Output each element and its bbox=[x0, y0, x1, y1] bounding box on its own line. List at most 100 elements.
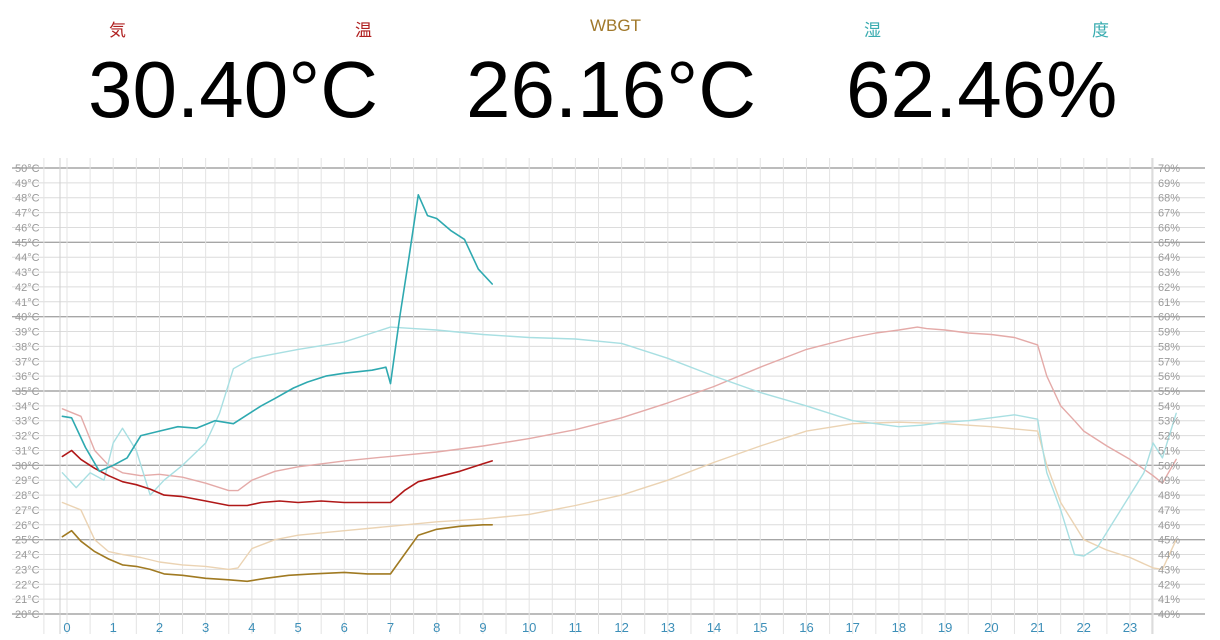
right-tick-label: 43% bbox=[1158, 564, 1180, 576]
left-tick-label: 43°C bbox=[15, 267, 40, 279]
hour-tick-label: 6 bbox=[341, 620, 348, 635]
right-axis: 40% 41% 42% 43% 44% 45% 46% 47% 48% 49% 50% 51% 52% 5… bbox=[1158, 163, 1180, 621]
left-tick-label: 23°C bbox=[15, 564, 40, 576]
humidity-value: 62.46% bbox=[846, 45, 1118, 134]
hour-tick-label: 12 bbox=[614, 620, 628, 635]
series-line-hum-yesterday bbox=[61, 326, 1177, 557]
left-tick-label: 40°C bbox=[15, 312, 40, 324]
hour-tick-label: 1 bbox=[110, 620, 117, 635]
chart-grid bbox=[12, 158, 1205, 634]
right-tick-label: 53% bbox=[1158, 416, 1180, 428]
hour-tick-label: 22 bbox=[1077, 620, 1091, 635]
right-tick-label: 51% bbox=[1158, 445, 1180, 457]
right-tick-label: 55% bbox=[1158, 386, 1180, 398]
wbgt-value: 26.16°C bbox=[466, 45, 756, 134]
left-tick-label: 26°C bbox=[15, 520, 40, 532]
left-tick-label: 36°C bbox=[15, 371, 40, 383]
right-tick-label: 57% bbox=[1158, 356, 1180, 368]
hour-tick-label: 10 bbox=[522, 620, 536, 635]
left-tick-label: 21°C bbox=[15, 594, 40, 606]
right-tick-label: 40% bbox=[1158, 609, 1180, 621]
right-tick-label: 46% bbox=[1158, 520, 1180, 532]
hour-tick-label: 3 bbox=[202, 620, 209, 635]
right-tick-label: 48% bbox=[1158, 490, 1180, 502]
left-tick-label: 47°C bbox=[15, 208, 40, 220]
hour-tick-label: 21 bbox=[1030, 620, 1044, 635]
right-tick-label: 45% bbox=[1158, 535, 1180, 547]
right-tick-label: 50% bbox=[1158, 460, 1180, 472]
right-tick-label: 69% bbox=[1158, 178, 1180, 190]
right-tick-label: 62% bbox=[1158, 282, 1180, 294]
left-tick-label: 46°C bbox=[15, 222, 40, 234]
hour-tick-label: 15 bbox=[753, 620, 767, 635]
humidity-label-1: 湿 bbox=[864, 21, 881, 41]
hour-tick-label: 0 bbox=[63, 620, 70, 635]
air-temp-value: 30.40°C bbox=[88, 45, 378, 134]
left-tick-label: 38°C bbox=[15, 341, 40, 353]
series-line-wbgt-yesterday bbox=[61, 421, 1177, 571]
left-tick-label: 48°C bbox=[15, 193, 40, 205]
right-tick-label: 41% bbox=[1158, 594, 1180, 606]
chart-series bbox=[61, 194, 1177, 583]
right-tick-label: 54% bbox=[1158, 401, 1180, 413]
wbgt-label: WBGT bbox=[590, 16, 641, 35]
left-tick-label: 32°C bbox=[15, 431, 40, 443]
hour-tick-label: 20 bbox=[984, 620, 998, 635]
right-tick-label: 52% bbox=[1158, 431, 1180, 443]
hour-tick-label: 7 bbox=[387, 620, 394, 635]
left-axis: 20°C 21°C 22°C 23°C 24°C 25°C 26°C 27°C 28°C 29°C… bbox=[15, 163, 40, 621]
left-tick-label: 45°C bbox=[15, 237, 40, 249]
right-tick-label: 67% bbox=[1158, 208, 1180, 220]
right-tick-label: 64% bbox=[1158, 252, 1180, 264]
right-tick-label: 70% bbox=[1158, 163, 1180, 175]
hour-tick-label: 8 bbox=[433, 620, 440, 635]
hour-tick-label: 17 bbox=[845, 620, 859, 635]
left-tick-label: 33°C bbox=[15, 416, 40, 428]
left-tick-label: 50°C bbox=[15, 163, 40, 175]
air-temp-label-1: 気 bbox=[109, 21, 126, 41]
hour-tick-label: 23 bbox=[1123, 620, 1137, 635]
left-tick-label: 44°C bbox=[15, 252, 40, 264]
left-tick-label: 31°C bbox=[15, 445, 40, 457]
humidity-label-2: 度 bbox=[1092, 21, 1109, 41]
right-tick-label: 60% bbox=[1158, 312, 1180, 324]
series-line-hum-today bbox=[61, 194, 494, 473]
left-tick-label: 30°C bbox=[15, 460, 40, 472]
hour-tick-label: 4 bbox=[248, 620, 255, 635]
left-tick-label: 25°C bbox=[15, 535, 40, 547]
hour-tick-label: 19 bbox=[938, 620, 952, 635]
left-tick-label: 28°C bbox=[15, 490, 40, 502]
right-tick-label: 66% bbox=[1158, 222, 1180, 234]
right-tick-label: 49% bbox=[1158, 475, 1180, 487]
left-tick-label: 49°C bbox=[15, 178, 40, 190]
hour-tick-label: 5 bbox=[294, 620, 301, 635]
left-tick-label: 42°C bbox=[15, 282, 40, 294]
right-tick-label: 63% bbox=[1158, 267, 1180, 279]
right-tick-label: 42% bbox=[1158, 579, 1180, 591]
left-tick-label: 24°C bbox=[15, 550, 40, 562]
left-tick-label: 34°C bbox=[15, 401, 40, 413]
left-tick-label: 37°C bbox=[15, 356, 40, 368]
left-tick-label: 22°C bbox=[15, 579, 40, 591]
hour-tick-label: 18 bbox=[892, 620, 906, 635]
right-tick-label: 65% bbox=[1158, 237, 1180, 249]
hour-tick-label: 16 bbox=[799, 620, 813, 635]
right-tick-label: 47% bbox=[1158, 505, 1180, 517]
left-tick-label: 29°C bbox=[15, 475, 40, 487]
hour-tick-label: 2 bbox=[156, 620, 163, 635]
left-tick-label: 35°C bbox=[15, 386, 40, 398]
right-tick-label: 59% bbox=[1158, 327, 1180, 339]
right-tick-label: 58% bbox=[1158, 341, 1180, 353]
right-tick-label: 44% bbox=[1158, 550, 1180, 562]
air-temp-label-2: 温 bbox=[355, 21, 372, 41]
series-line-air-today bbox=[61, 449, 494, 507]
hour-tick-label: 14 bbox=[707, 620, 721, 635]
right-tick-label: 61% bbox=[1158, 297, 1180, 309]
hour-tick-label: 13 bbox=[661, 620, 675, 635]
hour-tick-label: 9 bbox=[479, 620, 486, 635]
left-tick-label: 39°C bbox=[15, 327, 40, 339]
series-line-air-yesterday bbox=[61, 326, 1177, 492]
left-tick-label: 20°C bbox=[15, 609, 40, 621]
left-tick-label: 41°C bbox=[15, 297, 40, 309]
